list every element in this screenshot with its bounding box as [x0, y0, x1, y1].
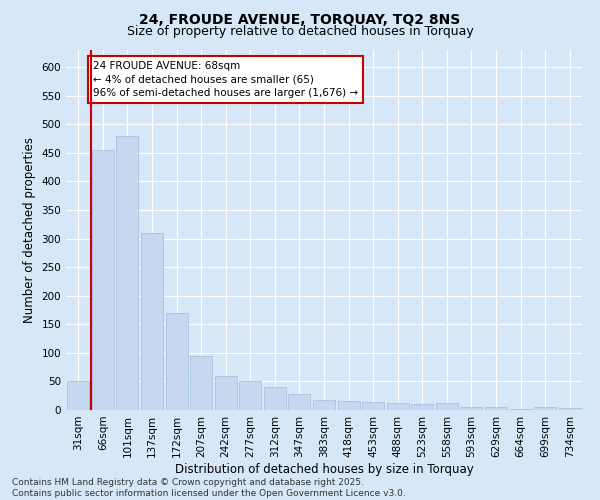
Bar	[338, 402, 359, 410]
Bar	[436, 403, 458, 410]
Bar	[239, 382, 262, 410]
Bar	[559, 408, 581, 410]
Y-axis label: Number of detached properties: Number of detached properties	[23, 137, 36, 323]
Bar	[386, 403, 409, 410]
Bar	[190, 356, 212, 410]
Bar	[141, 233, 163, 410]
Bar	[116, 136, 139, 410]
Bar	[362, 402, 384, 410]
Text: 24 FROUDE AVENUE: 68sqm
← 4% of detached houses are smaller (65)
96% of semi-det: 24 FROUDE AVENUE: 68sqm ← 4% of detached…	[93, 62, 358, 98]
Bar	[166, 313, 188, 410]
Bar	[264, 387, 286, 410]
Bar	[534, 407, 556, 410]
Bar	[289, 394, 310, 410]
Bar	[485, 407, 507, 410]
Bar	[460, 407, 482, 410]
Text: 24, FROUDE AVENUE, TORQUAY, TQ2 8NS: 24, FROUDE AVENUE, TORQUAY, TQ2 8NS	[139, 12, 461, 26]
Bar	[215, 376, 237, 410]
Bar	[509, 409, 532, 410]
Bar	[92, 150, 114, 410]
Bar	[67, 382, 89, 410]
Bar	[411, 404, 433, 410]
Text: Size of property relative to detached houses in Torquay: Size of property relative to detached ho…	[127, 25, 473, 38]
Bar	[313, 400, 335, 410]
X-axis label: Distribution of detached houses by size in Torquay: Distribution of detached houses by size …	[175, 462, 473, 475]
Text: Contains HM Land Registry data © Crown copyright and database right 2025.
Contai: Contains HM Land Registry data © Crown c…	[12, 478, 406, 498]
